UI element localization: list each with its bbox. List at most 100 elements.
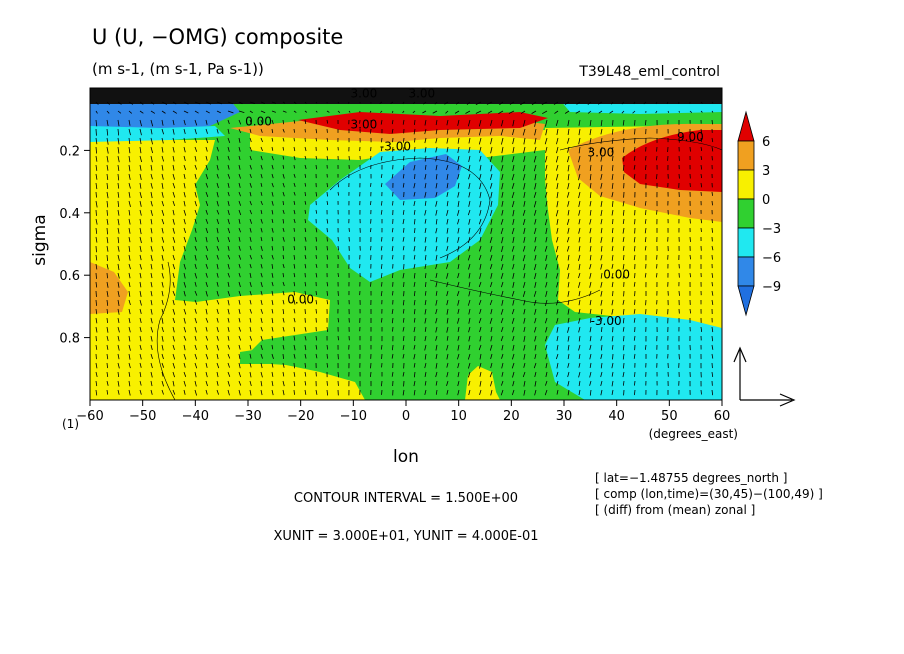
wind-vector [621,110,625,114]
wind-vector [544,191,548,198]
wind-vector [656,272,658,278]
wind-vector [139,245,142,253]
wind-vector [403,200,405,206]
wind-vector [435,290,438,296]
wind-vector [139,119,142,127]
wind-vector [501,155,504,163]
wind-vector [304,299,307,305]
wind-vector [304,335,307,341]
colorbar-label: 3 [762,164,770,179]
wind-vector [117,110,122,114]
wind-vector [457,335,460,341]
wind-vector [457,236,460,243]
wind-vector [369,200,372,206]
wind-vector [150,317,153,324]
wind-vector [194,326,197,333]
wind-vector [567,371,570,378]
wind-vector [172,299,175,306]
wind-vector [326,254,329,260]
wind-vector [260,101,266,105]
wind-vector [689,272,692,278]
wind-vector [128,281,131,288]
wind-vector [227,290,231,297]
wind-vector [249,254,252,260]
wind-vector [139,326,142,333]
wind-vector [534,236,537,243]
wind-vector [249,290,252,296]
wind-vector [589,245,592,252]
wind-vector [468,146,471,153]
wind-vector [512,272,515,279]
wind-vector [315,137,318,142]
wind-vector [435,128,438,135]
wind-vector [435,209,438,216]
colorbar-segment [737,110,755,142]
wind-vector [501,209,504,216]
wind-vector [544,119,548,127]
contour-fill-cyan-topleft [90,126,225,142]
wind-vector [644,227,647,234]
wind-vector [227,218,230,225]
wind-vector [183,164,187,171]
wind-vector [183,317,186,324]
wind-vector [600,236,603,243]
colorbar-segment [737,198,755,229]
wind-vector [512,164,515,171]
wind-vector [589,254,592,261]
wind-vector [293,245,296,251]
wind-vector [95,110,98,114]
wind-vector [446,335,449,341]
wind-vector [490,245,493,252]
wind-vector [348,101,350,104]
wind-vector [489,290,493,297]
wind-vector [612,164,614,171]
wind-vector [271,182,274,188]
wind-vector [633,317,636,323]
wind-vector [600,380,603,387]
wind-vector [249,371,252,378]
wind-vector [700,164,703,170]
wind-vector [402,182,405,188]
wind-vector [468,200,471,207]
wind-vector [501,353,504,359]
wind-vector [238,155,241,161]
wind-vector [501,371,504,377]
wind-vector [457,164,460,171]
wind-vector [500,263,504,270]
wind-vector [128,317,131,324]
wind-vector [446,119,449,126]
wind-vector [249,119,253,125]
wind-vector [578,200,581,207]
wind-vector [567,290,570,297]
wind-vector [205,110,210,114]
wind-vector [282,227,285,232]
wind-vector [150,137,154,145]
wind-vector [512,263,515,270]
wind-vector [689,110,693,113]
wind-vector [238,128,242,134]
wind-vector [600,335,603,341]
x-axis-label: lon [393,447,419,467]
wind-vector [534,281,537,288]
wind-vector [414,227,416,234]
wind-vector [512,137,515,145]
wind-vector [161,263,164,270]
wind-vector [315,263,318,268]
wind-vector [390,101,394,104]
wind-vector [479,335,482,342]
wind-vector [578,353,581,359]
wind-vector [139,209,142,216]
wind-vector [139,173,142,180]
wind-vector [633,281,636,287]
wind-vector [424,263,427,269]
wind-vector [183,173,186,180]
wind-vector [304,200,307,205]
wind-vector [511,173,515,181]
wind-vector [391,317,394,324]
wind-vector [489,128,493,135]
wind-vector [172,164,175,171]
wind-vector [479,326,482,333]
wind-vector [260,254,263,260]
wind-vector [556,371,559,377]
wind-vector [150,146,154,154]
